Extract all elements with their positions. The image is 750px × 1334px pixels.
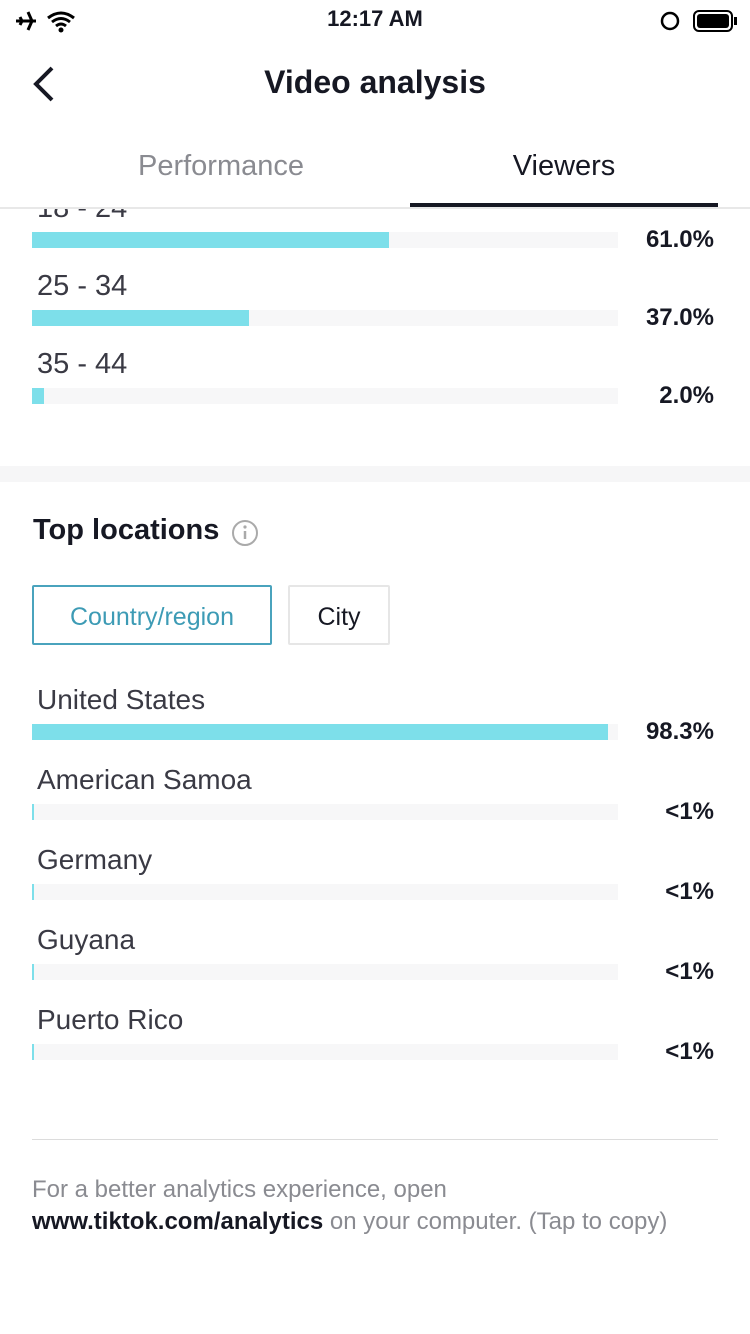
row-label: Germany bbox=[37, 844, 153, 875]
tab[interactable]: Performance bbox=[137, 150, 304, 182]
bar bbox=[32, 310, 249, 326]
row-label: 25 - 34 bbox=[37, 270, 128, 302]
filter-button[interactable]: City bbox=[288, 585, 390, 645]
bar-track bbox=[32, 388, 618, 404]
value-label: 2.0% bbox=[659, 382, 714, 409]
value-label: 98.3% bbox=[645, 718, 714, 745]
row-label: American Samoa bbox=[37, 764, 252, 795]
bar bbox=[32, 724, 609, 740]
tab[interactable]: Viewers bbox=[512, 150, 616, 182]
row-label: United States bbox=[37, 684, 206, 715]
value-label: <1% bbox=[665, 1038, 714, 1065]
bar-track bbox=[32, 884, 618, 900]
bar-track bbox=[32, 804, 618, 820]
value-label: 37.0% bbox=[645, 304, 714, 331]
value-label: <1% bbox=[665, 878, 714, 905]
back-button[interactable] bbox=[30, 64, 60, 106]
top-bar: 12:17 AM Video analysis Performance View… bbox=[0, 0, 750, 209]
status-time: 12:17 AM bbox=[327, 6, 423, 31]
footer-note: For a better analytics experience, open … bbox=[32, 1174, 682, 1238]
status-icons bbox=[16, 11, 75, 33]
value-label: <1% bbox=[665, 958, 714, 985]
battery-icons bbox=[660, 10, 737, 32]
info-icon[interactable] bbox=[231, 519, 259, 547]
section-separator bbox=[0, 466, 750, 482]
row-label: 35 - 44 bbox=[37, 348, 128, 380]
bar-track bbox=[32, 1044, 618, 1060]
bar bbox=[32, 388, 44, 404]
filter-button[interactable]: Country/region bbox=[32, 585, 272, 645]
row-label: Puerto Rico bbox=[37, 1004, 184, 1035]
tab-indicator bbox=[410, 203, 718, 207]
row-label: Guyana bbox=[37, 924, 136, 955]
bar-track bbox=[32, 964, 618, 980]
page-title: Video analysis bbox=[264, 64, 486, 100]
divider bbox=[32, 1139, 718, 1140]
value-label: 61.0% bbox=[645, 226, 714, 253]
bar bbox=[32, 1044, 35, 1060]
bar bbox=[32, 232, 390, 248]
bar bbox=[32, 884, 35, 900]
value-label: <1% bbox=[665, 798, 714, 825]
bar bbox=[32, 964, 35, 980]
footer-text: For a better analytics experience, open bbox=[32, 1176, 447, 1203]
bar bbox=[32, 804, 35, 820]
footer-link[interactable]: www.tiktok.com/analytics bbox=[32, 1208, 324, 1235]
footer-text: on your computer. (Tap to copy) bbox=[329, 1208, 668, 1235]
section-title: Top locations bbox=[33, 514, 220, 546]
